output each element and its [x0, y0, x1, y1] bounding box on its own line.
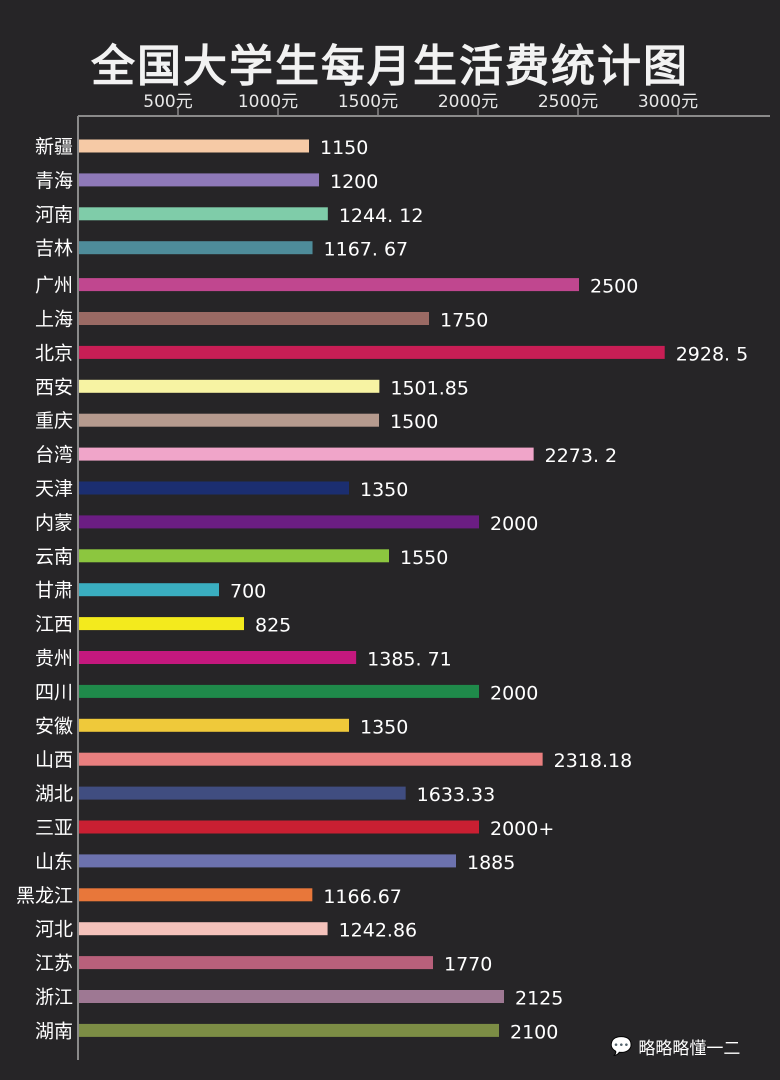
value-label: 825 [255, 615, 291, 637]
bar [79, 956, 433, 970]
watermark: 💬 略略略懂一二 [610, 1034, 740, 1059]
category-label: 青海 [35, 170, 73, 192]
category-label: 安徽 [35, 715, 73, 737]
category-label: 河北 [35, 919, 73, 941]
value-label: 1350 [360, 716, 408, 738]
value-label: 1350 [360, 479, 408, 501]
value-label: 1885 [467, 852, 515, 874]
value-label: 1244. 12 [339, 205, 424, 227]
bar [79, 413, 379, 427]
value-label: 1150 [320, 137, 368, 159]
bar [79, 481, 349, 495]
category-label: 广州 [35, 275, 73, 297]
value-label: 2000 [490, 513, 538, 535]
value-label: 2500 [590, 276, 638, 298]
bar [79, 684, 479, 698]
bar [79, 583, 219, 597]
category-label: 江西 [35, 614, 73, 636]
bar [79, 922, 328, 936]
value-label: 2318.18 [554, 750, 633, 772]
value-label: 1501.85 [390, 377, 469, 399]
category-label: 湖南 [35, 1020, 73, 1042]
bar [79, 207, 328, 221]
bar [79, 718, 349, 732]
category-label: 北京 [35, 342, 73, 364]
category-label: 重庆 [35, 410, 73, 432]
category-label: 云南 [35, 546, 73, 568]
category-label: 黑龙江 [16, 885, 73, 907]
category-label: 吉林 [35, 238, 73, 260]
bar [79, 888, 313, 902]
value-label: 1242.86 [339, 920, 418, 942]
bar [79, 345, 665, 359]
bar [79, 820, 479, 834]
x-tick-label: 3000元 [638, 92, 698, 112]
value-label: 2928. 5 [676, 343, 749, 365]
bar [79, 854, 456, 868]
bar [79, 139, 309, 153]
value-label: 1550 [400, 547, 448, 569]
watermark-text: 略略略懂一二 [638, 1039, 741, 1059]
value-label: 2100 [510, 1021, 558, 1043]
bar [79, 173, 319, 187]
value-label: 700 [230, 581, 266, 603]
category-label: 新疆 [35, 136, 73, 158]
bar [79, 515, 479, 529]
x-tick-label: 1500元 [338, 92, 398, 112]
bar [79, 651, 357, 664]
value-label: 2125 [515, 988, 563, 1010]
category-label: 四川 [35, 681, 73, 703]
value-label: 1166.67 [323, 886, 402, 908]
bar [79, 1023, 499, 1037]
bar [79, 549, 389, 563]
category-label: 西安 [35, 376, 73, 398]
value-label: 1770 [444, 954, 492, 976]
bar [79, 786, 406, 800]
category-label: 贵州 [35, 648, 73, 670]
bar [79, 990, 504, 1003]
category-label: 浙江 [35, 987, 73, 1009]
value-label: 2000 [490, 682, 538, 704]
bar [79, 379, 380, 393]
category-label: 天津 [35, 478, 73, 500]
category-label: 山西 [35, 749, 73, 771]
bar [79, 617, 244, 631]
category-label: 湖北 [35, 783, 73, 805]
bar [79, 447, 534, 461]
bar [79, 241, 313, 255]
value-label: 1750 [440, 310, 488, 332]
category-label: 山东 [35, 851, 73, 873]
bar [79, 752, 543, 766]
x-tick-label: 2500元 [538, 92, 598, 112]
category-label: 内蒙 [35, 512, 73, 534]
value-label: 1167. 67 [324, 239, 409, 261]
category-label: 上海 [35, 309, 73, 331]
wechat-icon: 💬 [610, 1036, 633, 1057]
category-label: 三亚 [35, 817, 73, 839]
x-tick-label: 1000元 [238, 92, 298, 112]
value-label: 1633.33 [417, 784, 496, 806]
value-label: 1500 [390, 411, 438, 433]
category-label: 甘肃 [35, 580, 73, 602]
bar [79, 312, 429, 325]
bar [79, 278, 579, 292]
value-label: 2000+ [490, 818, 554, 840]
value-label: 1385. 71 [367, 649, 452, 671]
x-tick-label: 2000元 [438, 92, 498, 112]
category-label: 江苏 [35, 953, 73, 975]
category-label: 台湾 [35, 444, 73, 466]
category-label: 河南 [35, 204, 73, 226]
x-tick-label: 500元 [143, 92, 192, 112]
value-label: 1200 [330, 171, 378, 193]
chart-title: 全国大学生每月生活费统计图 [91, 41, 689, 92]
value-label: 2273. 2 [545, 445, 618, 467]
